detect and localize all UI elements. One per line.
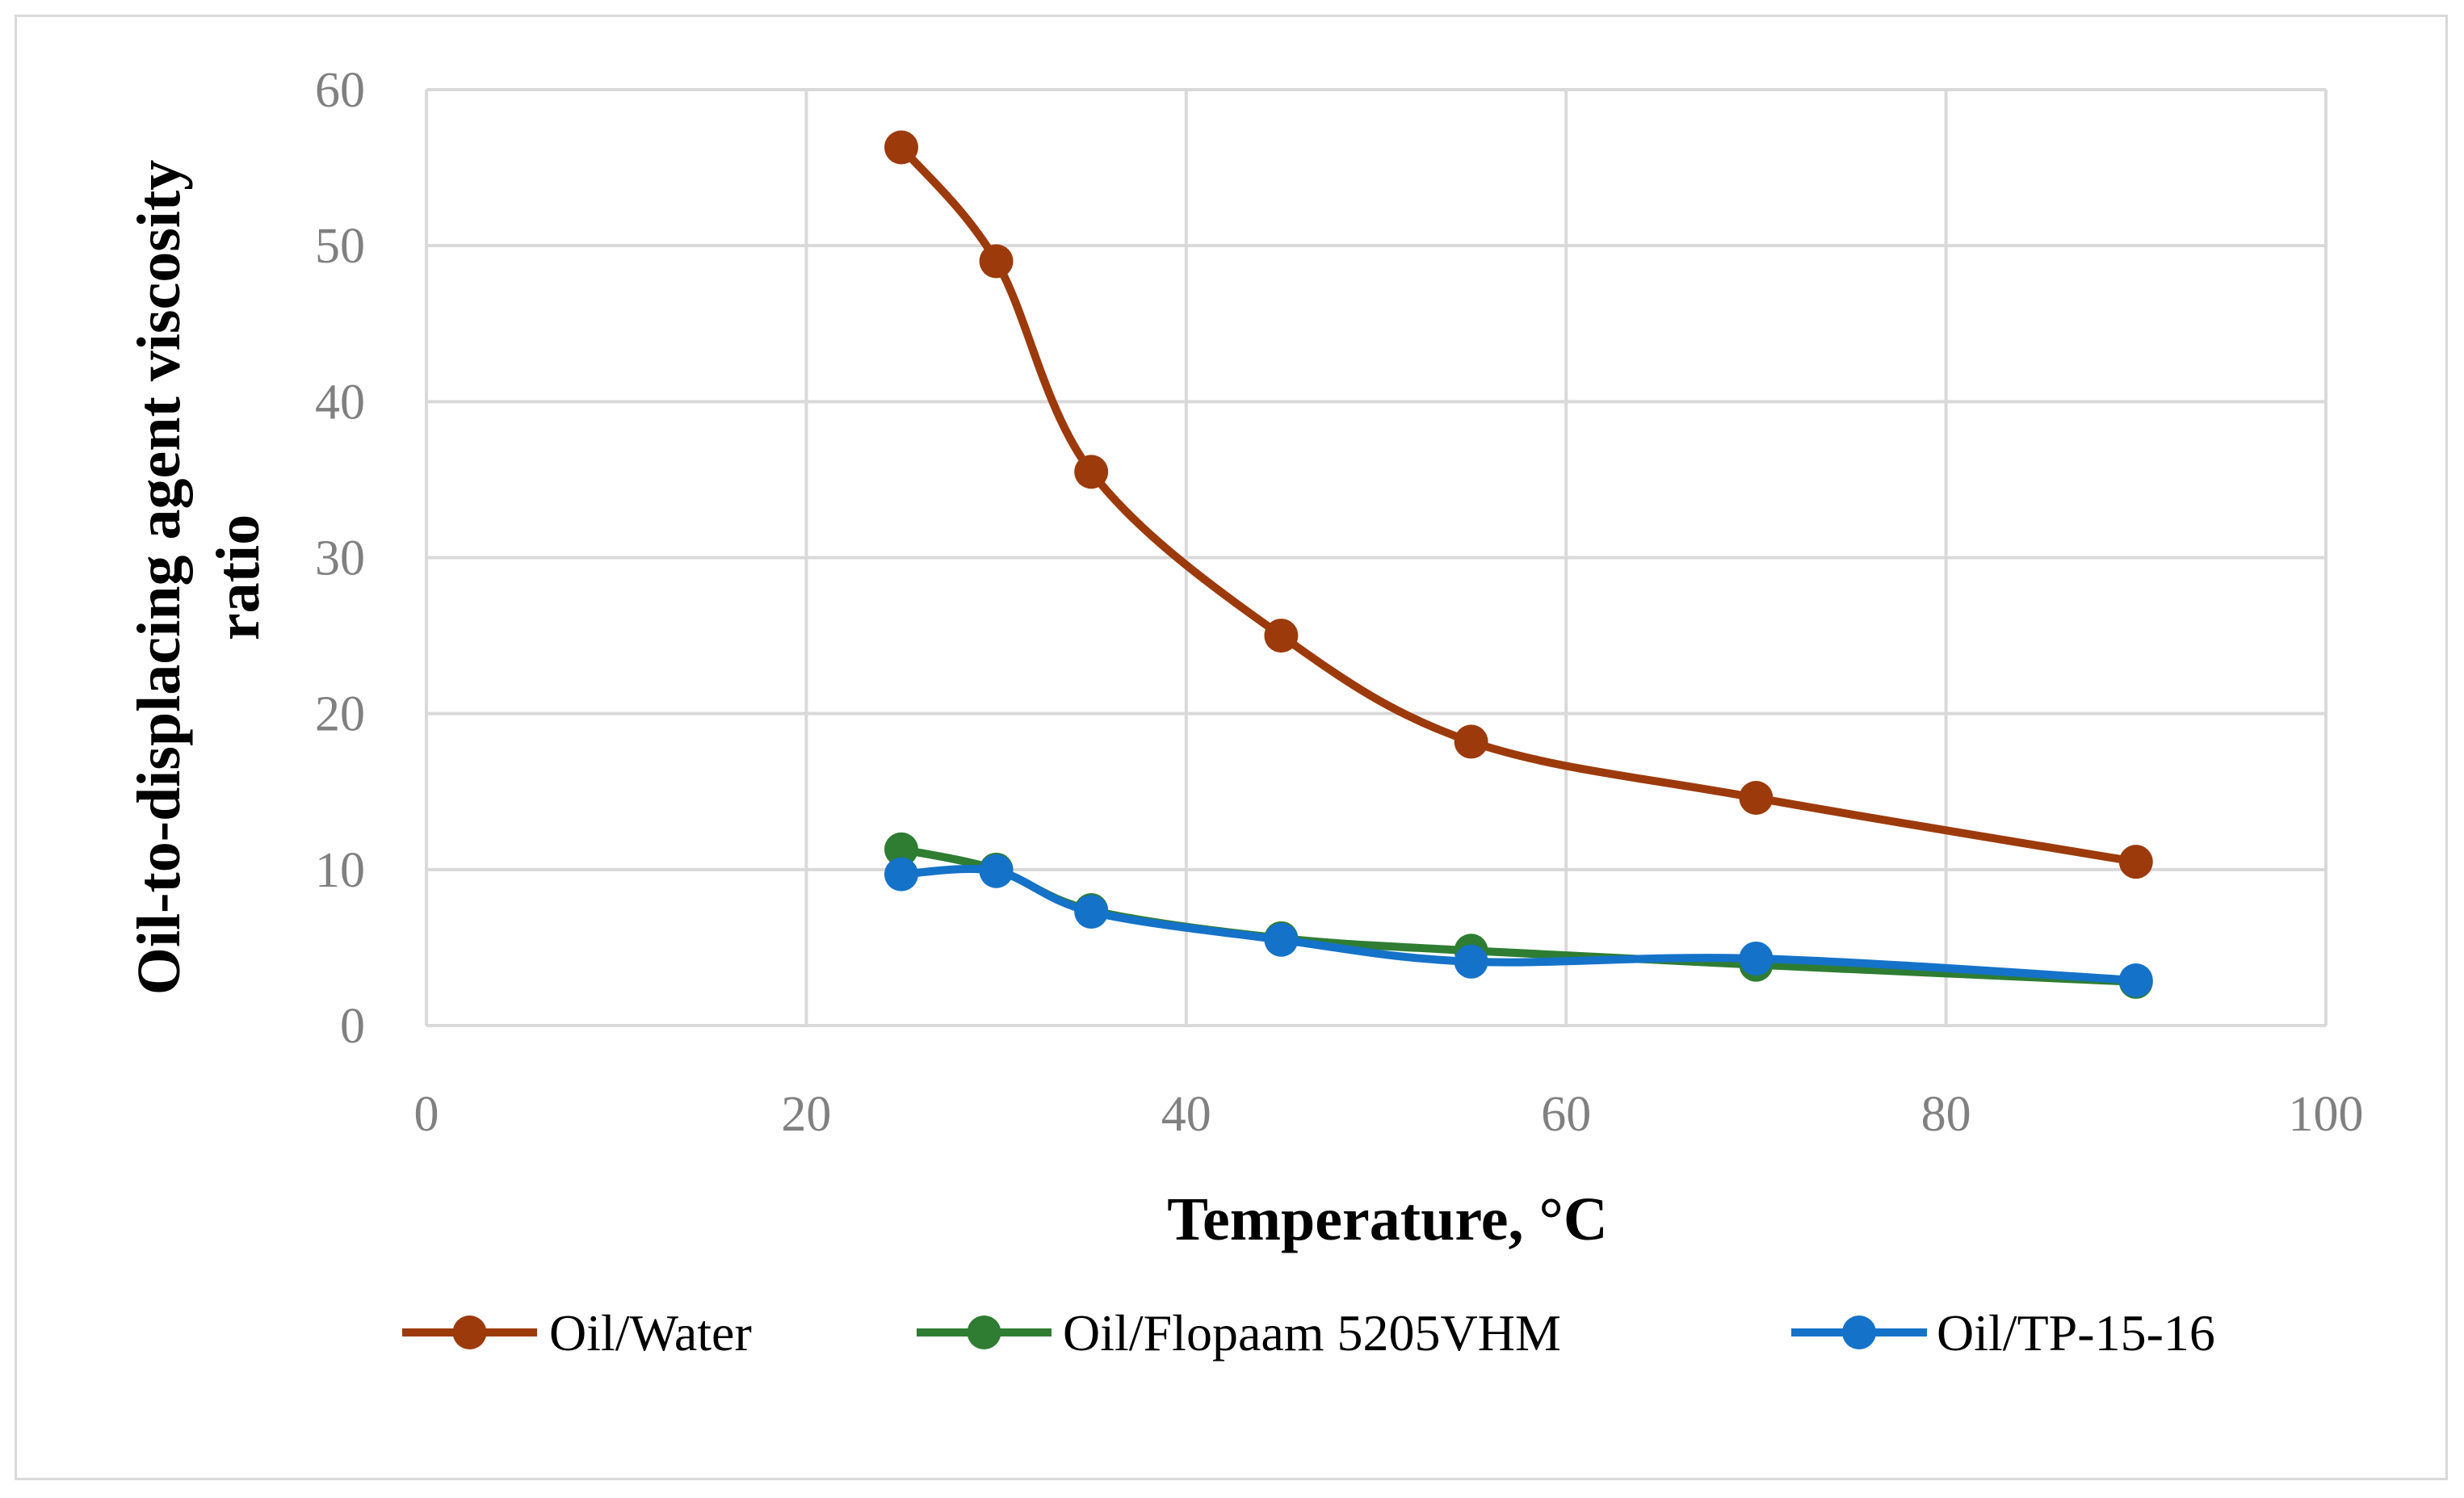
- x-tick-label: 80: [1921, 1087, 1971, 1142]
- x-axis-title: Temperature, °C: [1167, 1185, 1607, 1253]
- legend-item: Oil/TP-15-16: [1791, 1304, 2215, 1362]
- y-axis-title-line2: ratio: [204, 514, 272, 640]
- tick-labels: 0 10 20 30 40 50 60 0 20 40 60 80 100: [315, 63, 2364, 1142]
- data-point: [1264, 619, 1299, 653]
- data-point: [2118, 963, 2153, 997]
- series-1: [884, 832, 2153, 999]
- data-point: [2118, 845, 2153, 879]
- y-axis-title-line1: Oil-to-displacing agent viscosity: [125, 160, 193, 995]
- series-line: [897, 143, 2140, 866]
- legend-label: Oil/TP-15-16: [1937, 1304, 2215, 1362]
- y-tick-label: 0: [340, 999, 365, 1054]
- legend-marker: [452, 1315, 487, 1349]
- series-2: [884, 854, 2153, 997]
- y-tick-label: 60: [315, 63, 365, 118]
- data-point: [1074, 455, 1109, 489]
- series-line: [897, 865, 2140, 984]
- chart-frame: [15, 15, 2448, 1480]
- data-point: [1739, 780, 1773, 815]
- y-tick-label: 40: [315, 375, 365, 430]
- legend-item: Oil/Flopaam 5205VHM: [917, 1304, 1561, 1362]
- x-tick-label: 60: [1541, 1087, 1591, 1142]
- y-tick-label: 30: [315, 531, 365, 586]
- series-0: [884, 130, 2153, 879]
- data-point: [979, 244, 1014, 279]
- data-point: [1739, 941, 1773, 976]
- x-tick-label: 0: [414, 1087, 439, 1142]
- legend: Oil/Water Oil/Flopaam 5205VHM Oil/TP-15-16: [402, 1304, 2215, 1362]
- y-tick-label: 50: [315, 219, 365, 274]
- data-point: [1454, 724, 1488, 759]
- legend-marker: [967, 1315, 1001, 1349]
- y-axis-title: Oil-to-displacing agent viscosity ratio: [125, 160, 272, 995]
- data-point: [884, 857, 918, 892]
- series-layer: [884, 130, 2153, 999]
- legend-marker: [1842, 1315, 1876, 1349]
- grid: [425, 88, 2328, 1027]
- data-point: [884, 832, 918, 866]
- legend-label: Oil/Flopaam 5205VHM: [1063, 1304, 1561, 1362]
- data-point: [1264, 922, 1299, 957]
- legend-item: Oil/Water: [402, 1304, 752, 1362]
- data-point: [884, 130, 918, 165]
- data-point: [1454, 944, 1488, 979]
- data-point: [1074, 894, 1109, 929]
- data-point: [979, 854, 1014, 888]
- x-tick-label: 100: [2289, 1087, 2364, 1142]
- x-tick-label: 40: [1161, 1087, 1211, 1142]
- legend-label: Oil/Water: [549, 1304, 752, 1362]
- y-tick-label: 20: [315, 687, 365, 742]
- x-tick-label: 20: [781, 1087, 831, 1142]
- y-tick-label: 10: [315, 843, 365, 898]
